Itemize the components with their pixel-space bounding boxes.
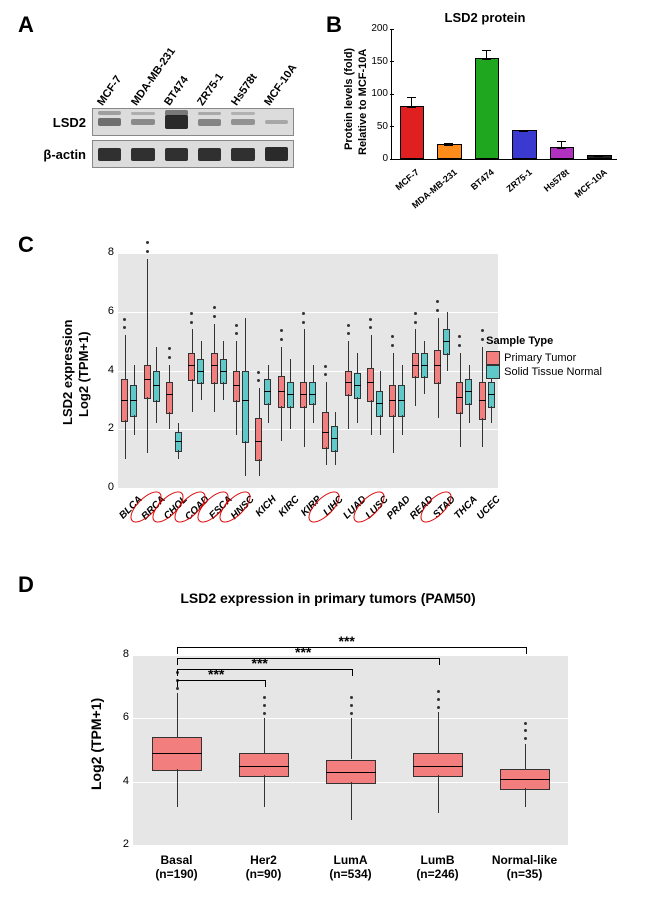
blot-band [231, 119, 254, 125]
blot-band [98, 111, 121, 115]
error-bar [598, 156, 599, 157]
blot-band [265, 147, 288, 161]
panel-a-western-blot: MCF-7MDA-MB-231BT474ZR75-1Hs578tMCF-10A … [32, 36, 302, 172]
error-bar [486, 50, 487, 59]
chart-d-title: LSD2 expression in primary tumors (PAM50… [48, 590, 608, 606]
ytick: 200 [358, 23, 388, 34]
legend-item-normal: Solid Tissue Normal [486, 365, 602, 379]
legend-title: Sample Type [486, 335, 602, 347]
bar [400, 106, 425, 159]
error-bar [523, 130, 524, 133]
x-label: LumB(n=246) [398, 853, 478, 881]
panel-b-bar-chart: LSD2 protein Protein levels (fold) Relat… [335, 10, 635, 210]
x-label: Her2(n=90) [224, 853, 304, 881]
blot-lane-label: MCF-7 [95, 74, 124, 108]
chart-b-ylabel1: Protein levels (fold) [343, 48, 355, 150]
panel-d-boxplot: LSD2 expression in primary tumors (PAM50… [48, 590, 608, 910]
chart-c-ylabel1: LSD2 expression [60, 320, 75, 426]
ytick: 2 [111, 838, 129, 850]
blot-strip-lsd2 [92, 108, 294, 136]
blot-row-actin-label: β-actin [32, 147, 92, 162]
blot-band [198, 148, 221, 161]
blot-lane-label: MCF-10A [262, 62, 299, 108]
blot-band [131, 119, 154, 126]
ytick: 2 [96, 422, 114, 434]
ytick: 0 [96, 481, 114, 493]
chart-d-ylabel: Log2 (TPM+1) [88, 698, 104, 790]
ytick: 100 [358, 88, 388, 99]
ytick: 6 [96, 305, 114, 317]
error-bar [448, 143, 449, 146]
blot-lane-label: ZR75-1 [195, 71, 226, 108]
chart-b-axes: 050100150200MCF-7MDA-MB-231BT474ZR75-1Hs… [391, 29, 617, 160]
chart-c-legend: Sample Type Primary Tumor Solid Tissue N… [486, 335, 602, 379]
ytick: 8 [96, 246, 114, 258]
blot-lane-label: Hs578t [229, 72, 260, 108]
chart-c-plot-area: 02468BLCABRCACHOLCOADESCAHNSCKICHKIRCKIR… [118, 253, 498, 488]
blot-band [98, 148, 121, 161]
blot-band [198, 119, 221, 126]
x-label: LumA(n=534) [311, 853, 391, 881]
blot-band [131, 148, 154, 161]
blot-lane-label: BT474 [162, 74, 191, 108]
ytick: 4 [111, 775, 129, 787]
bar [437, 144, 462, 159]
error-bar [411, 97, 412, 109]
blot-band [198, 112, 221, 116]
x-label: Basal(n=190) [137, 853, 217, 881]
panel-d-label: D [18, 572, 34, 598]
blot-strip-actin [92, 140, 294, 168]
x-label: Normal-like(n=35) [485, 853, 565, 881]
significance-stars: *** [339, 633, 355, 649]
ytick: 6 [111, 711, 129, 723]
ytick: 8 [111, 648, 129, 660]
ytick: 0 [358, 153, 388, 164]
blot-band [98, 118, 121, 127]
blot-band [165, 115, 188, 129]
ytick: 4 [96, 364, 114, 376]
blot-row-lsd2-label: LSD2 [32, 115, 92, 130]
error-bar [561, 141, 562, 149]
chart-c-ylabel2: Log2 (TPM+1) [76, 331, 91, 417]
figure: A B C D MCF-7MDA-MB-231BT474ZR75-1Hs578t… [0, 0, 650, 917]
blot-band [231, 148, 254, 161]
blot-band [131, 112, 154, 115]
legend-item-tumor: Primary Tumor [486, 351, 602, 365]
bar [512, 130, 537, 159]
blot-band [165, 110, 188, 117]
ytick: 50 [358, 121, 388, 132]
panel-a-label: A [18, 12, 34, 38]
bar [475, 58, 500, 159]
blot-band [265, 120, 288, 125]
ytick: 150 [358, 56, 388, 67]
chart-d-plot-area: 2468Basal(n=190)Her2(n=90)LumA(n=534)Lum… [133, 655, 568, 845]
blot-band [231, 112, 254, 115]
panel-c-boxplot: LSD2 expression Log2 (TPM+1) 02468BLCABR… [48, 245, 608, 560]
panel-c-label: C [18, 232, 34, 258]
blot-band [165, 148, 188, 161]
